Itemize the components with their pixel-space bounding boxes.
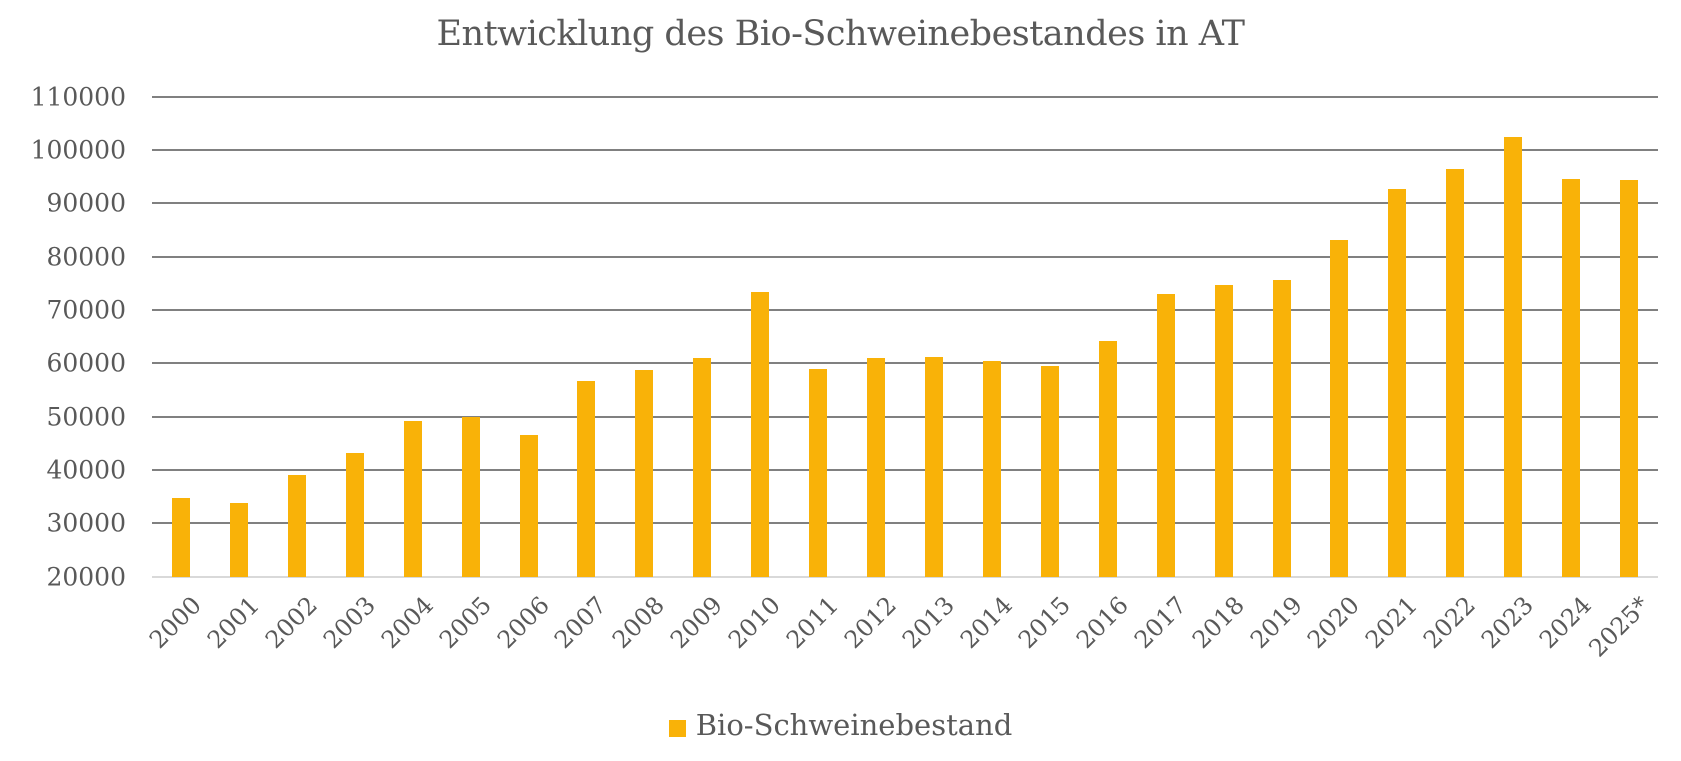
y-tick-label: 60000	[46, 348, 126, 378]
gridline	[152, 95, 1658, 98]
bar-2021	[1388, 189, 1407, 577]
bar-2009	[693, 357, 712, 577]
bar-2025-est	[1620, 180, 1639, 577]
y-tick-label: 40000	[46, 455, 126, 485]
x-tick-label: 2004	[375, 590, 439, 654]
bar-2002	[287, 474, 306, 577]
gridline	[152, 469, 1658, 472]
bar-2017	[1156, 294, 1175, 577]
x-tick-label: 2000	[143, 590, 207, 654]
gridline	[152, 522, 1658, 525]
x-tick-label: 2009	[665, 590, 729, 654]
x-tick-label: 2018	[1186, 590, 1250, 654]
bar-2015	[1040, 365, 1059, 577]
bar-2018	[1214, 285, 1233, 577]
chart-title: Entwicklung des Bio-Schweinebestandes in…	[436, 14, 1245, 54]
x-tick-label: 2015	[1012, 590, 1076, 654]
x-tick-label: 2012	[838, 590, 902, 654]
x-tick-label: 2013	[896, 590, 960, 654]
y-tick-label: 70000	[46, 295, 126, 325]
x-tick-label: 2022	[1418, 590, 1482, 654]
bar-2011	[809, 369, 828, 577]
bar-2016	[1098, 340, 1117, 577]
y-tick-label: 100000	[30, 135, 126, 165]
bar-2022	[1446, 169, 1465, 577]
x-tick-label: 2021	[1360, 590, 1424, 654]
x-tick-label: 2014	[954, 590, 1018, 654]
legend-swatch-icon	[668, 719, 686, 737]
x-tick-label: 2010	[723, 590, 787, 654]
y-tick-label: 90000	[46, 188, 126, 218]
bar-2007	[577, 380, 596, 577]
gridline	[152, 149, 1658, 152]
x-tick-label: 2001	[201, 590, 265, 654]
bar-2010	[751, 292, 770, 577]
gridline	[152, 309, 1658, 312]
legend-label: Bio-Schweinebestand	[695, 708, 1013, 742]
x-axis-line	[152, 575, 1658, 578]
x-tick-label: 2007	[549, 590, 613, 654]
bar-2012	[867, 357, 886, 577]
bar-2008	[635, 369, 654, 577]
x-tick-label: 2006	[491, 590, 555, 654]
y-tick-label: 50000	[46, 402, 126, 432]
bar-2003	[345, 453, 364, 577]
gridline	[152, 255, 1658, 258]
bar-2019	[1272, 280, 1291, 577]
x-tick-label: 2020	[1302, 590, 1366, 654]
y-tick-label: 30000	[46, 508, 126, 538]
x-tick-label: 2008	[607, 590, 671, 654]
legend: Bio-Schweinebestand	[0, 708, 1681, 742]
x-tick-label: 2017	[1128, 590, 1192, 654]
x-tick-label: 2002	[259, 590, 323, 654]
x-tick-label: 2005	[433, 590, 497, 654]
y-tick-label: 80000	[46, 242, 126, 272]
bar-2006	[519, 434, 538, 577]
x-tick-label: 2016	[1070, 590, 1134, 654]
x-tick-label: 2023	[1476, 590, 1540, 654]
bar-2005	[461, 417, 480, 577]
gridline	[152, 362, 1658, 365]
y-tick-label: 20000	[46, 562, 126, 592]
gridline	[152, 202, 1658, 205]
y-tick-label: 110000	[30, 82, 126, 112]
x-tick-label: 2011	[780, 590, 844, 654]
gridline	[152, 415, 1658, 418]
x-tick-label: 2025*	[1583, 590, 1655, 663]
bar-2020	[1330, 240, 1349, 577]
bar-2001	[229, 502, 248, 577]
bar-2000	[171, 497, 190, 577]
x-tick-label: 2019	[1244, 590, 1308, 654]
bar-2024	[1562, 179, 1581, 577]
x-tick-label: 2003	[317, 590, 381, 654]
bar-2004	[403, 421, 422, 577]
bar-2023	[1504, 137, 1523, 577]
bar-2014	[982, 360, 1001, 577]
bar-2013	[924, 356, 943, 577]
